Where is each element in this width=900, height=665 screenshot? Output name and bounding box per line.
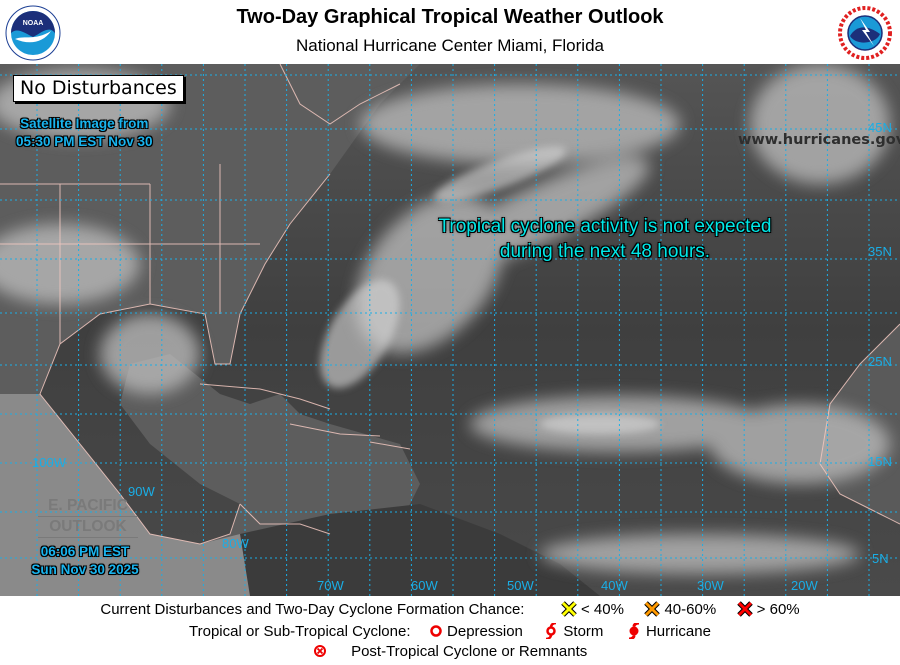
- lon-label-40w: 40W: [601, 578, 628, 593]
- cyclone-type-label: Tropical or Sub-Tropical Cyclone:: [189, 622, 411, 640]
- yellow-x-icon: [561, 601, 577, 617]
- satellite-image: [0, 64, 900, 596]
- satellite-time-line-1: Satellite Image from: [20, 116, 149, 131]
- noaa-logo[interactable]: NOAA: [5, 5, 61, 61]
- epac-outlook-link[interactable]: E. PACIFIC OUTLOOK: [38, 496, 138, 538]
- lon-label-100w: 100W: [32, 455, 66, 470]
- satellite-time-line-2: 05:30 PM EST Nov 30: [16, 134, 153, 149]
- formation-chance-label: Current Disturbances and Two-Day Cyclone…: [100, 600, 525, 618]
- hurricane-label: Hurricane: [645, 622, 711, 640]
- legend-row-post-tropical: Post-Tropical Cyclone or Remnants: [0, 642, 900, 660]
- orange-x-icon: [644, 601, 661, 617]
- depression-icon: [430, 625, 442, 637]
- outlook-message: Tropical cyclone activity is not expecte…: [380, 214, 830, 264]
- post-tropical-label: Post-Tropical Cyclone or Remnants: [351, 642, 588, 660]
- satellite-map[interactable]: www.hurricanes.gov Tropical cyclone acti…: [0, 64, 900, 596]
- status-box: No Disturbances: [13, 75, 184, 102]
- lat-label-35n: 35N: [868, 244, 892, 259]
- website-label[interactable]: www.hurricanes.gov: [738, 132, 900, 148]
- lat-label-15n: 15N: [868, 454, 892, 469]
- lat-label-25n: 25N: [868, 354, 892, 369]
- lon-label-30w: 30W: [697, 578, 724, 593]
- lon-label-70w: 70W: [317, 578, 344, 593]
- epac-time-line-2: Sun Nov 30 2025: [31, 562, 139, 577]
- legend: Current Disturbances and Two-Day Cyclone…: [0, 596, 900, 665]
- message-line-2: during the next 48 hours.: [499, 241, 711, 262]
- page-title: Two-Day Graphical Tropical Weather Outlo…: [236, 6, 664, 28]
- page-subtitle: National Hurricane Center Miami, Florida: [295, 36, 604, 55]
- lon-label-80w: 80W: [222, 536, 249, 551]
- epac-link-line-1[interactable]: E. PACIFIC: [38, 496, 138, 517]
- message-line-1: Tropical cyclone activity is not expecte…: [438, 216, 772, 237]
- south-america: [240, 504, 600, 596]
- epac-link-line-2[interactable]: OUTLOOK: [38, 517, 138, 538]
- storm-label: Storm: [563, 622, 604, 640]
- high-chance-label: > 60%: [756, 600, 800, 618]
- lat-lon-grid: [0, 64, 900, 596]
- epac-timestamp: 06:06 PM EST Sun Nov 30 2025: [20, 543, 150, 579]
- low-chance-label: < 40%: [580, 600, 624, 618]
- legend-row-cyclone-types: Tropical or Sub-Tropical Cyclone: Depres…: [0, 622, 900, 640]
- lat-label-45n: 45N: [868, 120, 892, 135]
- satellite-timestamp: Satellite Image from 05:30 PM EST Nov 30: [16, 115, 153, 151]
- post-tropical-icon: [313, 645, 326, 658]
- lat-label-5n: 5N: [872, 551, 889, 566]
- epac-time-line-1: 06:06 PM EST: [40, 544, 130, 559]
- medium-chance-label: 40-60%: [664, 600, 717, 618]
- storm-icon: [546, 623, 557, 640]
- legend-row-formation-chance: Current Disturbances and Two-Day Cyclone…: [0, 600, 900, 618]
- depression-label: Depression: [447, 622, 523, 640]
- svg-text:NOAA: NOAA: [23, 20, 44, 27]
- lon-label-50w: 50W: [507, 578, 534, 593]
- lon-label-60w: 60W: [411, 578, 438, 593]
- lon-label-20w: 20W: [791, 578, 818, 593]
- nws-logo[interactable]: [836, 4, 894, 62]
- lon-label-90w: 90W: [128, 484, 155, 499]
- hurricane-icon: [628, 623, 639, 640]
- red-x-icon: [736, 601, 753, 617]
- header: NOAA Two-Day Graphical Tropical Weather …: [0, 0, 900, 64]
- pacific-ocean: [0, 394, 250, 596]
